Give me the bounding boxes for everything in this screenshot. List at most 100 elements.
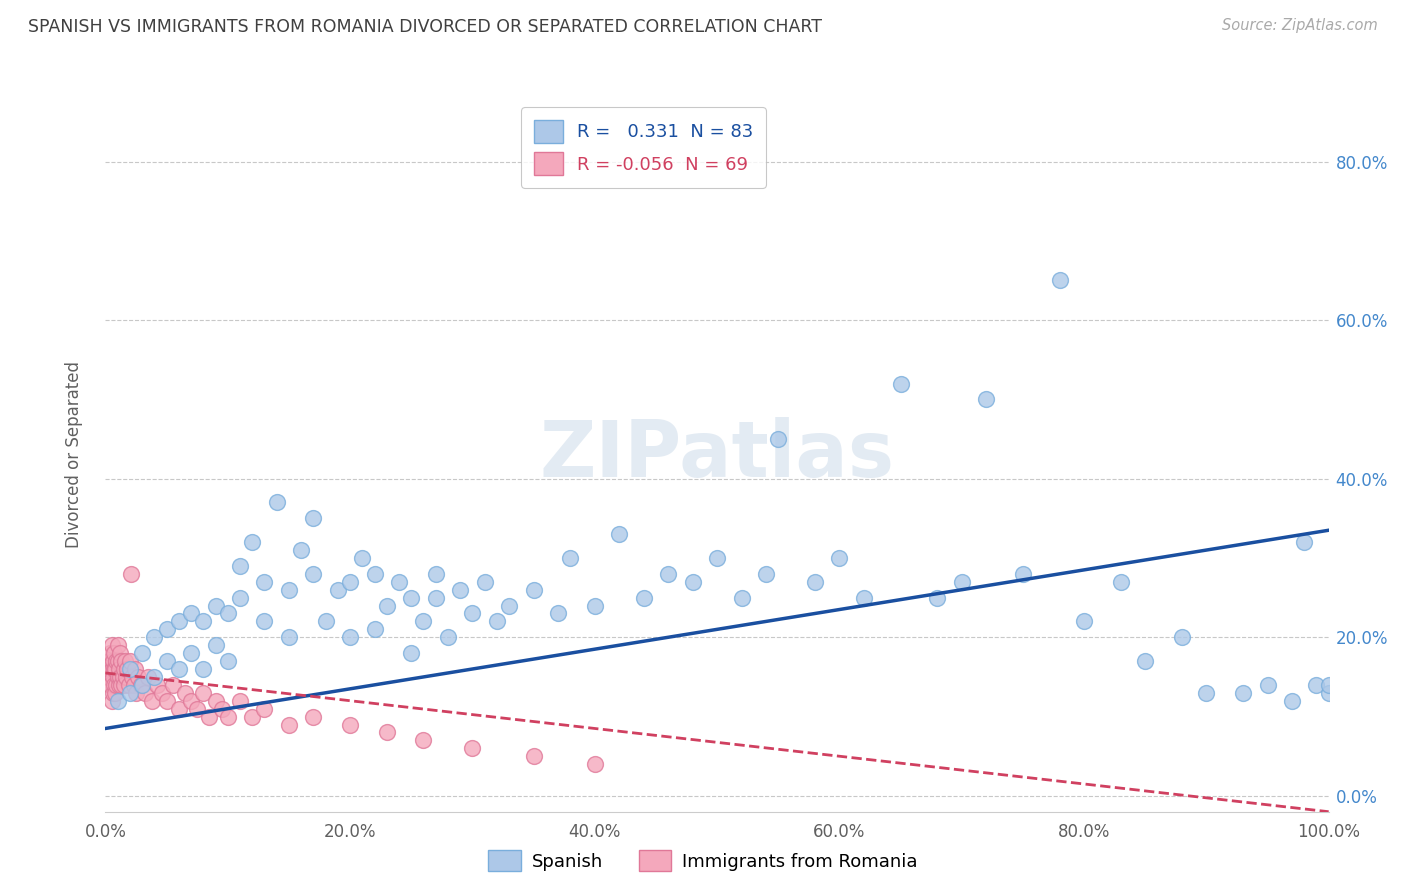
Point [180, 646, 202, 660]
Point [100, 694, 122, 708]
Point [217, 607, 239, 621]
Point [229, 558, 252, 573]
Point [107, 654, 129, 668]
Point [108, 646, 131, 660]
Point [131, 678, 153, 692]
Point [167, 701, 190, 715]
Point [108, 662, 131, 676]
Point [755, 566, 778, 581]
Point [485, 615, 508, 629]
Point [105, 654, 128, 668]
Point [461, 741, 484, 756]
Point [449, 582, 471, 597]
Point [560, 551, 582, 566]
Point [100, 638, 122, 652]
Point [339, 717, 361, 731]
Point [950, 574, 973, 589]
Point [127, 670, 149, 684]
Point [1109, 574, 1132, 589]
Point [141, 694, 163, 708]
Point [118, 686, 141, 700]
Point [583, 599, 606, 613]
Point [100, 662, 122, 676]
Point [498, 599, 520, 613]
Point [240, 709, 263, 723]
Point [118, 662, 141, 676]
Point [107, 670, 129, 684]
Point [124, 662, 146, 676]
Point [253, 701, 276, 715]
Point [852, 591, 875, 605]
Point [103, 662, 125, 676]
Point [730, 591, 752, 605]
Legend: Spanish, Immigrants from Romania: Spanish, Immigrants from Romania [481, 843, 925, 879]
Legend: R =   0.331  N = 83, R = -0.056  N = 69: R = 0.331 N = 83, R = -0.056 N = 69 [522, 107, 766, 188]
Point [974, 392, 997, 407]
Point [278, 717, 301, 731]
Point [156, 654, 179, 668]
Point [437, 630, 460, 644]
Point [101, 654, 124, 668]
Point [266, 495, 288, 509]
Point [828, 551, 851, 566]
Text: ZIPatlas: ZIPatlas [540, 417, 894, 493]
Point [118, 654, 141, 668]
Point [125, 686, 148, 700]
Point [339, 630, 361, 644]
Point [97, 670, 120, 684]
Point [211, 701, 233, 715]
Point [131, 646, 153, 660]
Point [302, 709, 325, 723]
Text: SPANISH VS IMMIGRANTS FROM ROMANIA DIVORCED OR SEPARATED CORRELATION CHART: SPANISH VS IMMIGRANTS FROM ROMANIA DIVOR… [28, 18, 823, 36]
Point [204, 638, 226, 652]
Point [105, 678, 128, 692]
Point [401, 646, 423, 660]
Point [229, 591, 252, 605]
Point [706, 551, 728, 566]
Point [107, 694, 129, 708]
Point [117, 662, 139, 676]
Point [768, 432, 790, 446]
Point [104, 686, 127, 700]
Point [607, 527, 630, 541]
Point [156, 623, 179, 637]
Point [103, 646, 125, 660]
Point [193, 662, 215, 676]
Point [927, 591, 949, 605]
Point [1049, 273, 1071, 287]
Point [339, 574, 361, 589]
Point [412, 733, 434, 747]
Point [112, 662, 135, 676]
Point [363, 623, 385, 637]
Point [156, 694, 179, 708]
Point [363, 566, 385, 581]
Point [1305, 678, 1327, 692]
Point [253, 574, 276, 589]
Point [1171, 630, 1194, 644]
Point [326, 582, 349, 597]
Point [412, 615, 434, 629]
Point [1195, 686, 1218, 700]
Point [186, 701, 208, 715]
Point [388, 574, 411, 589]
Point [98, 646, 121, 660]
Point [302, 566, 325, 581]
Point [278, 582, 301, 597]
Point [122, 678, 145, 692]
Point [633, 591, 655, 605]
Point [1232, 686, 1254, 700]
Point [101, 686, 124, 700]
Y-axis label: Divorced or Separated: Divorced or Separated [65, 361, 83, 549]
Point [522, 749, 544, 764]
Point [804, 574, 827, 589]
Point [129, 678, 152, 692]
Point [101, 670, 124, 684]
Text: Source: ZipAtlas.com: Source: ZipAtlas.com [1222, 18, 1378, 33]
Point [136, 670, 159, 684]
Point [253, 615, 276, 629]
Point [240, 535, 263, 549]
Point [1317, 686, 1340, 700]
Point [110, 678, 132, 692]
Point [217, 654, 239, 668]
Point [375, 599, 398, 613]
